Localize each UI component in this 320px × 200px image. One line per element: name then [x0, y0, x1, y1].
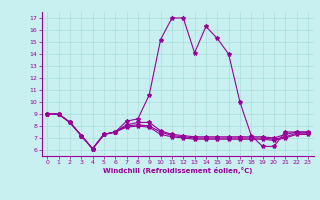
X-axis label: Windchill (Refroidissement éolien,°C): Windchill (Refroidissement éolien,°C)	[103, 167, 252, 174]
